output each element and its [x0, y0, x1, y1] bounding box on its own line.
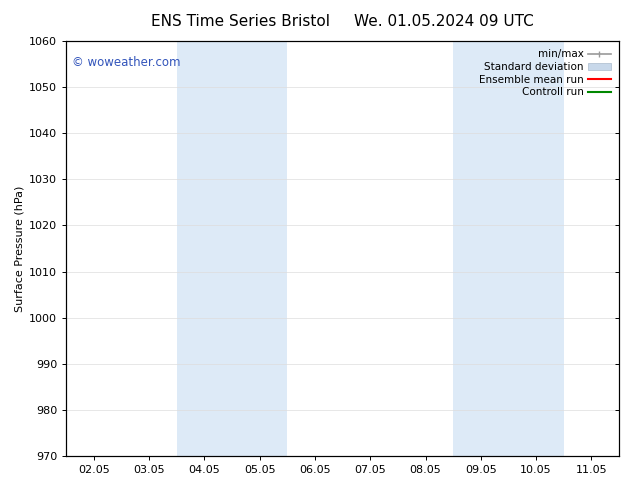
Text: ENS Time Series Bristol: ENS Time Series Bristol — [152, 14, 330, 29]
Bar — [177, 41, 232, 456]
Text: © woweather.com: © woweather.com — [72, 55, 180, 69]
Bar — [232, 41, 287, 456]
Legend: min/max, Standard deviation, Ensemble mean run, Controll run: min/max, Standard deviation, Ensemble me… — [476, 46, 614, 100]
Bar — [508, 41, 564, 456]
Text: We. 01.05.2024 09 UTC: We. 01.05.2024 09 UTC — [354, 14, 534, 29]
Bar — [453, 41, 508, 456]
Y-axis label: Surface Pressure (hPa): Surface Pressure (hPa) — [15, 185, 25, 312]
